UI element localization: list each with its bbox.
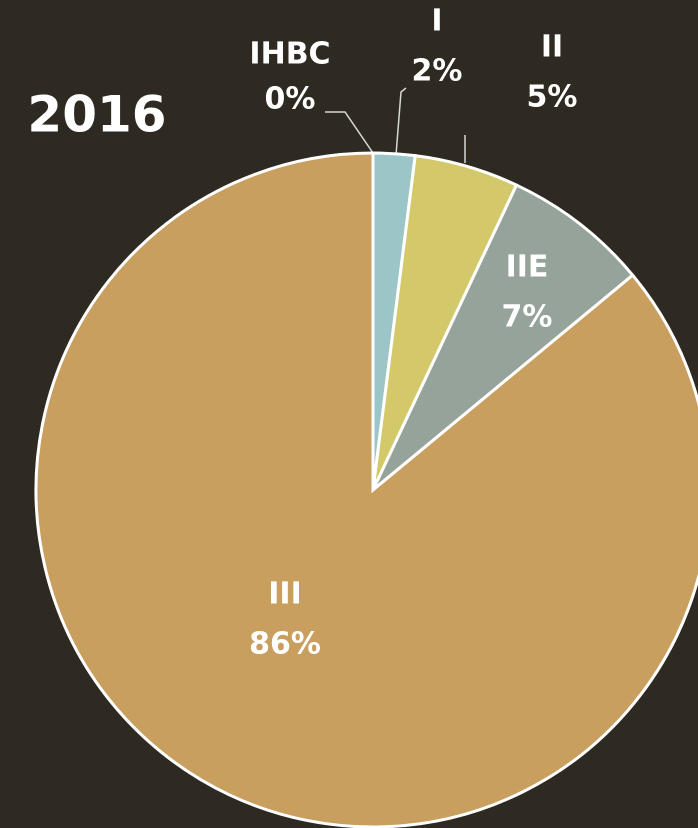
slice-value-label: 0%: [265, 82, 316, 117]
pie-slice: [34, 151, 698, 828]
slice-label: IIE: [506, 250, 549, 285]
slice-value-label: 2%: [412, 54, 463, 89]
slice-value-label: 7%: [502, 300, 553, 335]
slice-label: I: [431, 4, 442, 39]
leader-line: [325, 111, 374, 154]
slice-label: IHBC: [249, 37, 330, 72]
leader-lines: [325, 87, 466, 163]
chart-title: 2016: [27, 86, 166, 144]
leader-line: [395, 87, 407, 156]
slice-label: II: [541, 30, 563, 65]
slice-label: III: [268, 577, 302, 612]
slice-value-label: 86%: [249, 627, 321, 662]
pie-slice: [371, 183, 635, 492]
slice-value-label: 5%: [527, 80, 578, 115]
